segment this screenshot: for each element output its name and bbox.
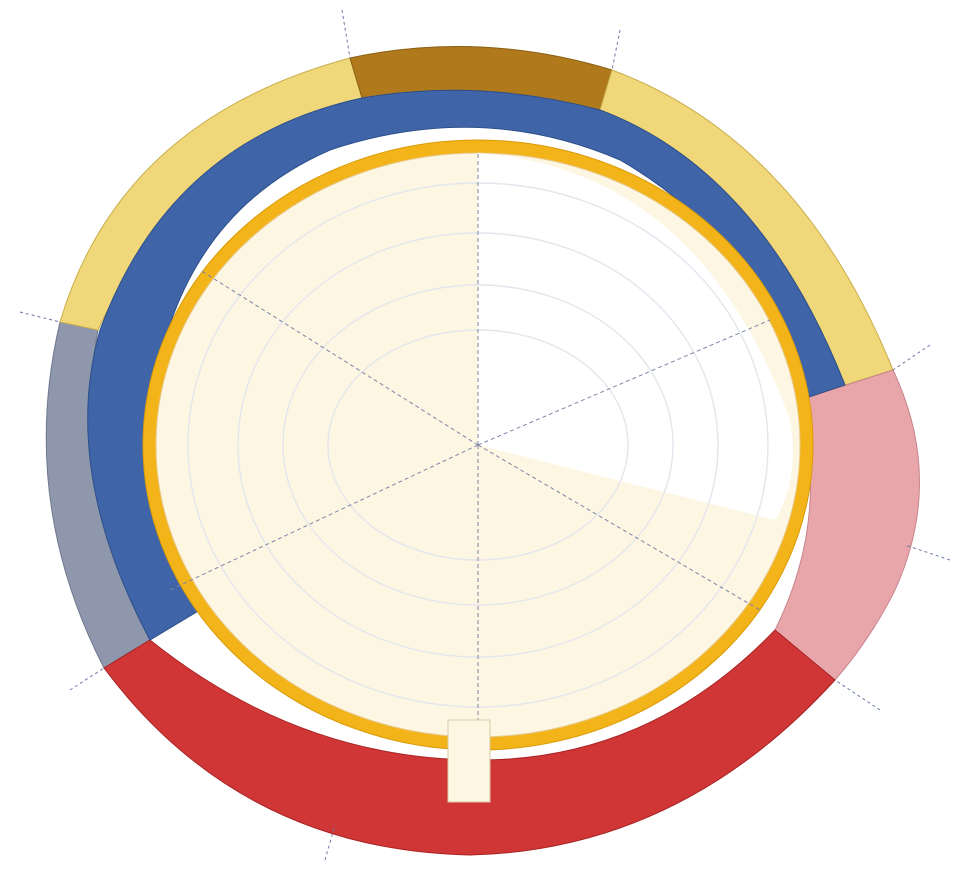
blue-band[interactable]	[87, 89, 846, 641]
division-lines	[169, 153, 771, 760]
section-bottom-red[interactable]	[103, 629, 836, 856]
dimension-lines	[19, 9, 951, 861]
entry-gap	[447, 719, 491, 803]
